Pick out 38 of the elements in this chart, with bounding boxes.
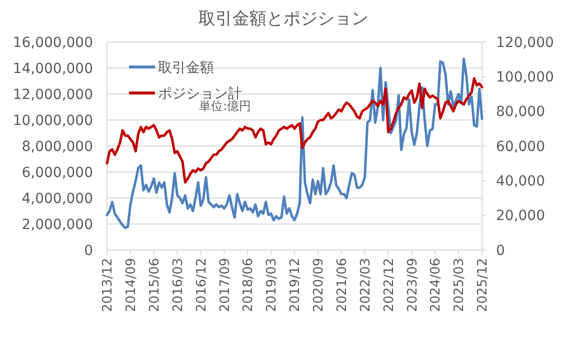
- x-tick-label: 2016/03: [170, 258, 186, 312]
- y-tick-label: 8,000,000: [22, 138, 93, 155]
- y-tick-label: 2,000,000: [22, 216, 93, 233]
- x-tick-label: 2016/12: [194, 258, 210, 312]
- line-series: [106, 77, 484, 184]
- x-tick-label: 2020/09: [311, 258, 326, 312]
- y-tick-label: 14,000,000: [12, 60, 93, 77]
- x-tick-label: 2022/03: [358, 258, 374, 312]
- x-tick-label: 2014/09: [124, 258, 139, 312]
- x-tick-label: 2024/06: [428, 258, 444, 312]
- y-tick-label: 6,000,000: [22, 164, 93, 181]
- x-tick-label: 2017/09: [218, 258, 233, 312]
- x-tick-label: 2018/06: [241, 258, 256, 312]
- y2-tick-label: 100,000: [496, 70, 554, 86]
- y-tick-label: 12,000,000: [12, 86, 93, 103]
- y2-tick-label: 80,000: [496, 104, 545, 120]
- y-tick-label: 4,000,000: [22, 190, 93, 207]
- y-tick-label: 10,000,000: [12, 112, 93, 129]
- y2-tick-label: 20,000: [496, 208, 545, 224]
- x-tick-label: 2023/09: [405, 258, 420, 312]
- y-tick-label: 16,000,000: [12, 34, 93, 51]
- chart-title: 取引金額とポジション: [198, 9, 368, 29]
- line-series: [106, 58, 484, 230]
- x-tick-label: 2022/12: [382, 258, 397, 312]
- y2-tick-label: 40,000: [496, 174, 545, 190]
- x-tick-label: 2025/12: [476, 258, 491, 312]
- x-tick-label: 2021/06: [334, 258, 350, 312]
- x-tick-label: 2019/12: [288, 258, 304, 312]
- y-tick-label: 0: [84, 242, 93, 259]
- y2-tick-label: 0: [496, 242, 505, 259]
- x-tick-label: 2019/03: [264, 258, 280, 312]
- y2-tick-label: 60,000: [496, 138, 545, 155]
- annotation: 単位:億円: [199, 99, 252, 113]
- legend-label: 取引金額: [158, 60, 214, 76]
- x-tick-label: 2025/03: [452, 258, 468, 312]
- x-tick-label: 2013/12: [100, 258, 116, 312]
- y2-tick-label: 120,000: [496, 34, 554, 51]
- x-tick-label: 2015/06: [147, 258, 162, 312]
